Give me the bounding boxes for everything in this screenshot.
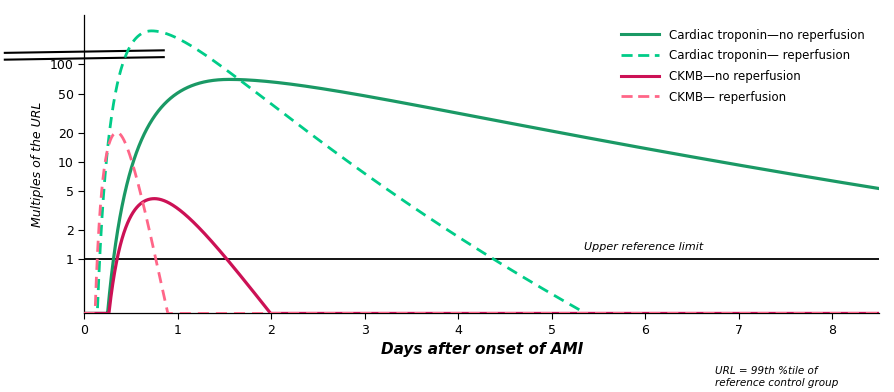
X-axis label: Days after onset of AMI: Days after onset of AMI [381, 342, 583, 358]
Y-axis label: Multiples of the URL: Multiples of the URL [31, 102, 45, 227]
Text: URL = 99th %tile of
reference control group: URL = 99th %tile of reference control gr… [715, 367, 839, 388]
Legend: Cardiac troponin—no reperfusion, Cardiac troponin— reperfusion, CKMB—no reperfus: Cardiac troponin—no reperfusion, Cardiac… [617, 24, 869, 108]
Text: Upper reference limit: Upper reference limit [585, 243, 704, 252]
